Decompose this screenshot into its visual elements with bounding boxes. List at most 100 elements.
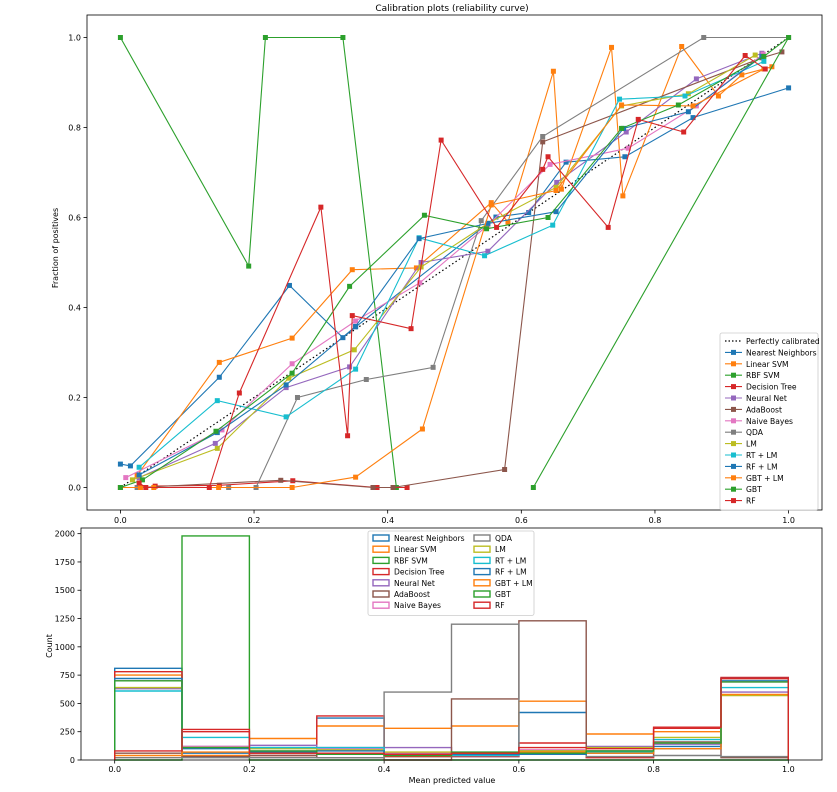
- legend-entry-adaboost: AdaBoost: [372, 590, 430, 599]
- legend-entry-neural-net: Neural Net: [372, 579, 435, 588]
- data-point: [693, 76, 699, 82]
- data-point: [353, 366, 359, 372]
- data-point: [779, 49, 785, 55]
- data-point: [340, 35, 346, 40]
- calibration-y-axis-label: Fraction of positives: [51, 208, 60, 288]
- legend-entry-rt-lm: RT + LM: [473, 556, 526, 565]
- y-tick-label: 0.4: [68, 304, 81, 313]
- legend-entry-perfectly-calibrated: Perfectly calibrated: [725, 337, 820, 346]
- legend-label: Nearest Neighbors: [394, 534, 465, 543]
- data-point: [635, 116, 641, 122]
- histogram-plot: Mean predicted value Count 0.0 0.2 0.4 0.6 0…: [45, 527, 823, 785]
- calibration-title: Calibration plots (reliability curve): [375, 4, 528, 14]
- legend-label: Linear SVM: [746, 360, 789, 369]
- y-tick-label: 0.0: [68, 484, 81, 493]
- data-point: [214, 445, 220, 451]
- legend-marker: [731, 395, 736, 401]
- data-point: [213, 428, 219, 434]
- legend-marker: [731, 406, 736, 412]
- series-nearest-neighbors: [117, 85, 792, 469]
- data-point: [553, 184, 559, 190]
- data-point: [289, 335, 295, 341]
- y-tick-label: 500: [60, 699, 75, 708]
- legend-label: Decision Tree: [746, 383, 797, 392]
- x-tick-label: 1.0: [782, 765, 795, 774]
- data-point: [526, 210, 532, 216]
- calibration-ticks: 0.0 0.2 0.4 0.6 0.8 1.0 0.0 0.2 0.4 0.6 0.8 1.0: [68, 34, 795, 526]
- x-tick-label: 0.4: [381, 516, 394, 525]
- series-line: [120, 87, 789, 467]
- legend-swatch: [473, 556, 491, 565]
- data-point: [136, 480, 142, 486]
- legend-entry-rf: RF: [473, 601, 505, 610]
- data-point: [421, 212, 427, 218]
- data-point: [349, 313, 355, 319]
- legend-label: QDA: [746, 428, 764, 437]
- histogram-step-adaboost: [114, 620, 789, 761]
- series-naive-bayes: [123, 51, 766, 481]
- series-gbt-lm: [117, 66, 767, 490]
- x-tick-label: 1.0: [782, 516, 795, 525]
- series-neural-net: [136, 50, 765, 481]
- data-point: [690, 115, 696, 121]
- data-point: [623, 129, 629, 135]
- legend-entry-rbf-svm: RBF SVM: [725, 371, 780, 380]
- x-tick-label: 0.0: [108, 765, 121, 774]
- data-point: [622, 154, 628, 160]
- data-point: [212, 440, 218, 446]
- data-point: [206, 485, 212, 490]
- legend-label: QDA: [495, 534, 513, 543]
- histogram-series: [114, 535, 789, 761]
- series-gbt: [117, 35, 792, 490]
- data-point: [502, 467, 508, 472]
- legend-entry-gbt-lm: GBT + LM: [725, 474, 784, 483]
- legend-marker: [731, 349, 736, 355]
- histogram-step-rf: [114, 677, 789, 760]
- series-line: [139, 51, 783, 489]
- data-point: [289, 370, 295, 376]
- legend-entry-gbt: GBT: [725, 485, 762, 494]
- x-tick-label: 0.6: [515, 516, 528, 525]
- calibration-series: [117, 35, 792, 490]
- legend-entry-qda: QDA: [725, 428, 764, 437]
- series-line: [132, 54, 756, 481]
- data-point: [505, 219, 511, 225]
- data-point: [786, 85, 792, 91]
- data-point: [550, 222, 556, 228]
- data-point: [540, 166, 546, 172]
- series-line: [125, 53, 764, 479]
- legend-entry-naive-bayes: Naive Bayes: [372, 601, 441, 610]
- data-point: [482, 253, 488, 259]
- y-tick-label: 0.2: [68, 394, 81, 403]
- data-point: [752, 52, 758, 58]
- calibration-legend: Perfectly calibrated Nearest Neighbors Lin…: [719, 332, 820, 511]
- y-tick-label: 2000: [55, 530, 75, 539]
- legend-entry-nearest-neighbors: Nearest Neighbors: [725, 348, 817, 357]
- data-point: [408, 326, 414, 332]
- data-point: [289, 361, 295, 367]
- legend-label: Decision Tree: [394, 568, 445, 577]
- data-point: [786, 35, 792, 40]
- legend-box: [367, 530, 535, 616]
- y-tick-label: 1.0: [68, 34, 81, 43]
- legend-marker: [731, 372, 736, 378]
- x-tick-label: 0.2: [248, 516, 261, 525]
- legend-marker: [731, 486, 736, 492]
- legend-label: RF: [495, 601, 505, 610]
- x-tick-label: 0.8: [649, 516, 662, 525]
- data-point: [485, 248, 491, 254]
- data-point: [283, 385, 289, 391]
- data-point: [404, 485, 410, 490]
- legend-swatch: [372, 601, 390, 609]
- legend-marker: [731, 418, 736, 424]
- legend-entry-rt-lm: RT + LM: [725, 451, 777, 460]
- y-tick-label: 750: [60, 671, 75, 680]
- legend-label: Neural Net: [394, 579, 435, 588]
- legend-swatch: [372, 590, 390, 598]
- legend-swatch: [372, 545, 390, 553]
- legend-swatch: [473, 579, 491, 587]
- legend-swatch: [473, 545, 491, 553]
- legend-entry-gbt: GBT: [473, 590, 511, 599]
- legend-swatch: [473, 567, 491, 576]
